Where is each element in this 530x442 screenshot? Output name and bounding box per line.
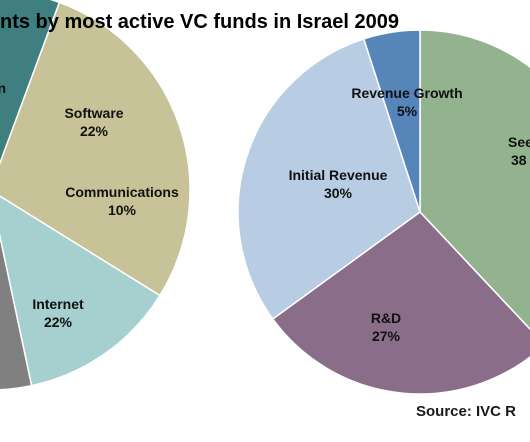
left-label-software: Software — [64, 105, 123, 121]
left-label-communications: Communications — [65, 184, 179, 200]
left-pct-communications: 10% — [108, 202, 137, 218]
left-slice-software — [0, 1, 191, 297]
left-pie-chart: n Software 22% Communications 10% Internet 22% — [0, 0, 191, 391]
right-pie-chart: See 38 R&D 27% Initial Revenue 30% Revenue Gro… — [237, 29, 530, 395]
right-slice-initial-revenue — [237, 37, 421, 321]
right-pct-r-d: 27% — [372, 328, 401, 344]
right-pct-revenue-growth: 5% — [397, 103, 418, 119]
left-label-n: n — [0, 80, 6, 96]
source-note: Source: IVC R — [416, 403, 516, 420]
left-pct-software: 22% — [80, 123, 109, 139]
left-slice-communications — [0, 195, 161, 387]
chart-title: nts by most active VC funds in Israel 20… — [0, 11, 399, 33]
right-label-revenue-growth: Revenue Growth — [351, 85, 462, 101]
right-pct-see: 38 — [511, 152, 527, 168]
right-label-initial-revenue: Initial Revenue — [289, 167, 388, 183]
left-label-internet: Internet — [32, 296, 84, 312]
right-slice-revenue-growth — [362, 29, 421, 213]
left-slice-internet — [0, 233, 33, 391]
right-slice-see — [419, 29, 530, 331]
right-label-r-d: R&D — [371, 310, 401, 326]
right-slice-r-d — [271, 211, 530, 395]
right-pct-initial-revenue: 30% — [324, 185, 353, 201]
left-pct-internet: 22% — [44, 314, 73, 330]
right-label-see: See — [508, 134, 530, 150]
